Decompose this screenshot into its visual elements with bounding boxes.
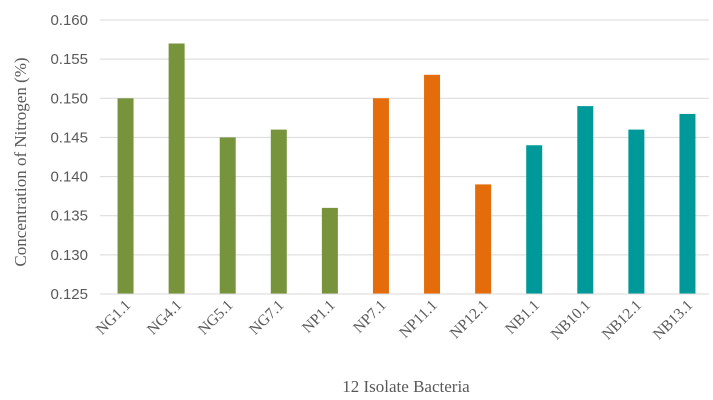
- x-tick-label: NB12.1: [599, 297, 645, 343]
- y-tick-label: 0.130: [50, 247, 88, 264]
- y-tick-label: 0.150: [50, 90, 88, 107]
- x-tick-label: NB10.1: [548, 297, 594, 343]
- y-tick-label: 0.155: [50, 51, 88, 68]
- bar-np1-1: [321, 207, 338, 294]
- y-tick-label: 0.145: [50, 129, 88, 146]
- bars: [117, 43, 696, 295]
- x-tick-label: NP1.1: [299, 297, 339, 337]
- bar-ng4-1: [168, 43, 185, 294]
- x-tick-label: NB1.1: [502, 297, 543, 338]
- x-tick-label: NG7.1: [246, 297, 288, 339]
- bar-nb13-1: [679, 113, 696, 294]
- x-axis-title: 12 Isolate Bacteria: [342, 377, 470, 396]
- x-tick-label: NG5.1: [195, 297, 237, 339]
- bar-np12-1: [475, 184, 492, 294]
- y-tick-label: 0.140: [50, 169, 88, 186]
- y-axis-ticks: 0.125 0.130 0.135 0.140 0.145 0.150 0.155 0.160: [50, 12, 88, 303]
- x-tick-label: NP7.1: [350, 297, 390, 337]
- x-tick-label: NG4.1: [144, 297, 186, 339]
- bar-nb10-1: [577, 106, 594, 294]
- y-tick-label: 0.160: [50, 12, 88, 29]
- x-tick-label: NB13.1: [650, 297, 696, 343]
- bar-np11-1: [424, 74, 441, 294]
- x-axis-ticks: NG1.1 NG4.1 NG5.1 NG7.1 NP1.1 NP7.1 NP11.1 NP12…: [93, 297, 696, 343]
- bar-nb1-1: [526, 145, 543, 294]
- gridlines: [100, 19, 709, 256]
- bar-ng7-1: [270, 129, 287, 294]
- bar-nb12-1: [628, 129, 645, 294]
- x-tick-label: NP11.1: [396, 297, 441, 342]
- x-tick-label: NP12.1: [447, 297, 492, 342]
- bar-ng5-1: [219, 137, 236, 294]
- y-tick-label: 0.135: [50, 208, 88, 225]
- y-axis-title: Concentration of Nitrogen (%): [11, 57, 30, 266]
- bar-np7-1: [372, 98, 389, 295]
- bar-ng1-1: [117, 98, 134, 295]
- x-tick-label: NG1.1: [93, 297, 135, 339]
- y-tick-label: 0.125: [50, 286, 88, 303]
